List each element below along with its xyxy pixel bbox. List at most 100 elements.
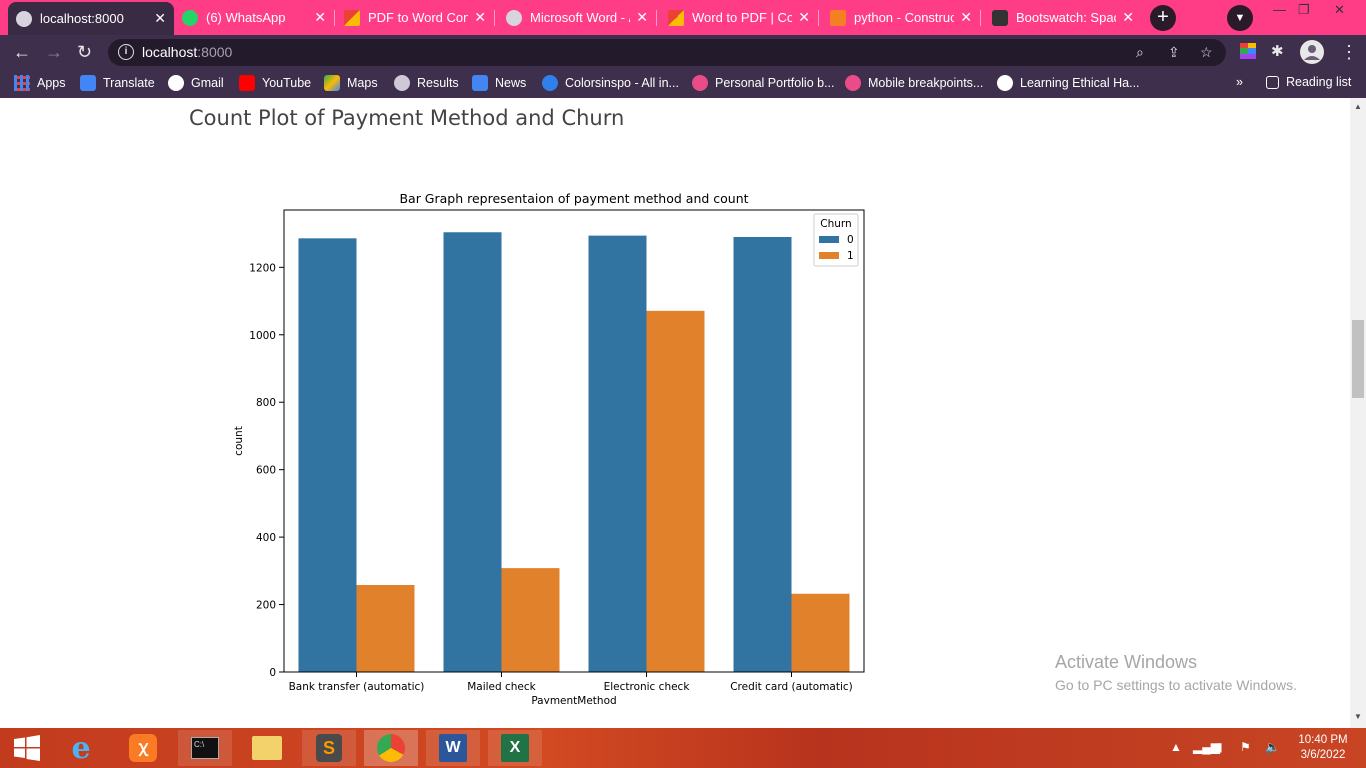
tab-search-button[interactable]: ▼ [1227, 5, 1253, 31]
page-heading: Count Plot of Payment Method and Churn [189, 106, 625, 130]
tab-pdf-to-word[interactable]: PDF to Word Conv ✕ [336, 4, 494, 31]
reading-list-button[interactable]: Reading list [1266, 75, 1351, 89]
address-bar[interactable]: i localhost:8000 ⌕ ⇪ ☆ [108, 39, 1226, 66]
new-tab-button[interactable]: + [1150, 5, 1176, 31]
bar-0-3 [733, 236, 792, 673]
start-button[interactable] [0, 730, 54, 766]
taskbar-internet-explorer[interactable]: e [54, 730, 108, 766]
close-tab-icon[interactable]: ✕ [1122, 9, 1134, 25]
taskbar-excel[interactable]: X [488, 730, 542, 766]
scrollbar-thumb[interactable] [1352, 320, 1364, 398]
url-text[interactable]: localhost:8000 [142, 44, 233, 60]
minimize-icon[interactable]: — [1273, 2, 1286, 17]
bookmark-mobile-breakpoints[interactable]: Mobile breakpoints... [845, 75, 983, 91]
x-tick-label: Electronic check [604, 681, 691, 693]
taskbar-command-prompt[interactable]: C:\ [178, 730, 232, 766]
scroll-up-icon[interactable]: ▲ [1354, 102, 1362, 111]
tab-microsoft-word[interactable]: Microsoft Word - / ✕ [498, 4, 656, 31]
extension-colorful-icon[interactable] [1240, 43, 1256, 63]
bar-1-1 [501, 568, 560, 672]
bookmark-label: Colorsinspo - All in... [565, 76, 679, 90]
page-scrollbar[interactable]: ▲ ▼ [1350, 98, 1366, 728]
volume-icon[interactable]: 🔈 [1265, 740, 1280, 754]
bar-0-2 [588, 235, 647, 672]
folder-icon [252, 736, 282, 760]
scroll-down-icon[interactable]: ▼ [1354, 712, 1362, 721]
reading-list-label: Reading list [1286, 75, 1352, 89]
xampp-icon: ꭓ [129, 734, 157, 762]
sublime-text-icon: S [316, 734, 342, 762]
bookmark-apps[interactable]: Apps [14, 75, 66, 91]
bookmark-news[interactable]: News [472, 75, 526, 91]
bookmark-label: Learning Ethical Ha... [1020, 76, 1140, 90]
legend-swatch [819, 252, 839, 259]
window-close-icon[interactable]: ✕ [1334, 2, 1345, 17]
tab-title: Bootswatch: Space [1016, 10, 1117, 25]
menu-kebab-icon[interactable]: ⋮ [1340, 42, 1358, 62]
translate-icon [80, 75, 96, 91]
clock-time: 10:40 PM [1298, 734, 1348, 746]
bookmark-star-icon[interactable]: ☆ [1200, 44, 1213, 60]
bookmark-maps[interactable]: Maps [324, 75, 378, 91]
tab-word-to-pdf[interactable]: Word to PDF | Con ✕ [660, 4, 818, 31]
flag-icon[interactable]: ⚑ [1240, 740, 1251, 754]
internet-explorer-icon: e [71, 730, 91, 766]
taskbar-chrome[interactable] [364, 730, 418, 766]
apps-grid-icon [14, 75, 30, 91]
taskbar-file-explorer[interactable] [240, 730, 294, 766]
tab-stackoverflow[interactable]: python - Construc ✕ [822, 4, 980, 31]
bookmark-translate[interactable]: Translate [80, 75, 155, 91]
tab-localhost[interactable]: localhost:8000 ✕ [8, 2, 174, 35]
word-icon: W [439, 734, 467, 762]
y-tick-label: 1200 [249, 262, 276, 274]
bookmark-colorsinspo[interactable]: Colorsinspo - All in... [542, 75, 679, 91]
bookmark-label: Maps [347, 76, 378, 90]
y-tick-label: 200 [256, 600, 276, 612]
bookmark-youtube[interactable]: YouTube [239, 75, 311, 91]
taskbar-clock[interactable]: 10:40 PM 3/6/2022 [1292, 733, 1354, 763]
restore-icon[interactable]: ❐ [1298, 2, 1310, 17]
bar-0-1 [443, 232, 502, 672]
bookmark-gmail[interactable]: Gmail [168, 75, 224, 91]
profile-avatar[interactable] [1300, 40, 1324, 68]
tab-strip: localhost:8000 ✕ (6) WhatsApp ✕ PDF to W… [0, 0, 1366, 35]
colorsinspo-icon [542, 75, 558, 91]
x-tick-label: Credit card (automatic) [730, 681, 853, 693]
chart-title: Bar Graph representaion of payment metho… [399, 191, 748, 206]
x-tick-label: Mailed check [467, 681, 536, 693]
reload-icon[interactable]: ↻ [77, 42, 93, 62]
zoom-icon[interactable]: ⌕ [1136, 44, 1144, 60]
news-icon [472, 75, 488, 91]
tab-bootswatch[interactable]: Bootswatch: Space ✕ [984, 4, 1142, 31]
command-prompt-icon: C:\ [191, 737, 219, 759]
bookmark-personal-portfolio[interactable]: Personal Portfolio b... [692, 75, 835, 91]
close-tab-icon[interactable]: ✕ [798, 9, 810, 25]
forward-arrow-icon[interactable]: → [45, 42, 63, 62]
tab-whatsapp[interactable]: (6) WhatsApp ✕ [174, 4, 334, 31]
tab-title: localhost:8000 [40, 11, 124, 26]
bookmark-results[interactable]: Results [394, 75, 459, 91]
bookmark-label: Translate [103, 76, 155, 90]
taskbar-word[interactable]: W [426, 730, 480, 766]
close-tab-icon[interactable]: ✕ [314, 9, 326, 25]
bar-1-3 [791, 593, 850, 672]
close-tab-icon[interactable]: ✕ [960, 9, 972, 25]
close-tab-icon[interactable]: ✕ [636, 9, 648, 25]
site-info-icon[interactable]: i [118, 44, 134, 60]
close-tab-icon[interactable]: ✕ [154, 10, 166, 26]
clock-date: 3/6/2022 [1300, 749, 1346, 761]
reading-list-icon [1266, 75, 1279, 89]
network-signal-icon[interactable]: ▂▄▆ [1193, 740, 1220, 754]
extensions-puzzle-icon[interactable]: ✱ [1271, 43, 1284, 60]
battery-icon[interactable]: ▮ [1216, 740, 1223, 754]
bookmark-learning-ethical[interactable]: Learning Ethical Ha... [997, 75, 1140, 91]
back-arrow-icon[interactable]: ← [13, 42, 31, 62]
show-hidden-icons-icon[interactable]: ▲ [1170, 740, 1182, 754]
taskbar-sublime-text[interactable]: S [302, 730, 356, 766]
close-tab-icon[interactable]: ✕ [474, 9, 486, 25]
activate-windows-title: Activate Windows [1055, 652, 1198, 672]
bookmarks-overflow-button[interactable]: » [1236, 75, 1243, 89]
share-icon[interactable]: ⇪ [1168, 44, 1180, 60]
taskbar-xampp[interactable]: ꭓ [116, 730, 170, 766]
bookmark-label: Gmail [191, 76, 224, 90]
